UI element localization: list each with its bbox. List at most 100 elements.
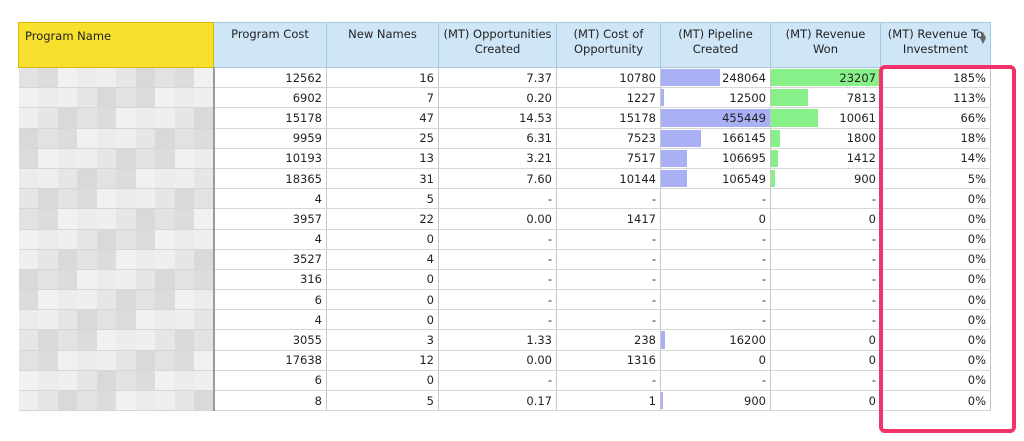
redacted-blur [18,290,213,310]
revenue-won-cell: - [770,249,881,270]
revenue-value: 23207 [839,70,876,85]
opportunities-created-cell: - [438,289,557,311]
program-cost-cell: 316 [213,269,327,291]
table-row[interactable]: 3957 22 0.00 1417 0 0 0% [18,208,991,230]
revenue-won-cell: 23207 [770,67,881,89]
revenue-to-investment-cell: 0% [880,289,991,311]
table-row[interactable]: 4 0- - - -0% [18,309,991,331]
table-row[interactable]: 3055 3 1.33 238 16200 0 0% [18,329,991,351]
pipeline-created-cell: - [660,289,771,311]
header-program-name[interactable]: Program Name [18,22,214,68]
pipeline-bar [661,149,687,167]
redacted-blur [18,350,213,370]
header-opportunities-created[interactable]: (MT) Opportunities Created [438,22,557,68]
table-row[interactable]: 10193 13 3.21 7517 106695 1412 14% [18,148,991,169]
table-row[interactable]: 8 5 0.17 1 900 0 0% [18,390,991,412]
new-names-cell: 22 [326,208,439,230]
table-row[interactable]: 6902 7 0.20 1227 12500 7813 113% [18,87,991,109]
table-row[interactable]: 316 0- - - -0% [18,269,991,291]
pipeline-value: - [761,252,766,267]
header-cost-of-opportunity[interactable]: (MT) Cost of Opportunity [556,22,661,68]
pipeline-value: 900 [744,393,766,408]
cost-of-opportunity-cell: 1316 [556,350,661,371]
report-table-container: Program Name Program Cost New Names (MT)… [18,22,991,412]
pipeline-bar [661,89,664,107]
revenue-value: 0 [868,393,876,408]
pipeline-created-cell: 0 [660,208,771,230]
header-program-cost[interactable]: Program Cost [213,22,327,68]
pipeline-created-cell: 166145 [660,128,771,149]
redacted-blur [18,229,213,249]
program-name-cell-redacted [18,168,215,190]
program-name-cell-redacted [18,188,215,210]
program-cost-cell: 6 [213,289,327,311]
program-name-cell-redacted [18,289,215,311]
cost-of-opportunity-cell: - [556,229,661,250]
revenue-to-investment-cell: 0% [880,309,991,331]
program-name-cell-redacted [18,269,215,291]
table-row[interactable]: 18365 31 7.60 10144 106549 900 5% [18,168,991,190]
opportunities-created-cell: 0.00 [438,350,557,371]
redacted-blur [18,168,213,189]
header-revenue-won[interactable]: (MT) Revenue Won [770,22,881,68]
revenue-value: - [871,272,876,287]
table-row[interactable]: 6 0- - - -0% [18,289,991,311]
table-row[interactable]: 4 0- - - -0% [18,229,991,250]
revenue-won-cell: 900 [770,168,881,190]
table-row[interactable]: 4 5- - - -0% [18,188,991,210]
program-cost-cell: 9959 [213,128,327,149]
program-name-cell-redacted [18,67,215,89]
redacted-blur [18,391,213,411]
revenue-to-investment-cell: 14% [880,148,991,169]
opportunities-created-cell: 7.60 [438,168,557,190]
program-name-cell-redacted [18,87,215,109]
revenue-bar [771,149,778,167]
new-names-cell: 0 [326,289,439,311]
opportunities-created-cell: 3.21 [438,148,557,169]
revenue-won-cell: 0 [770,208,881,230]
redacted-blur [18,310,213,330]
table-row[interactable]: 15178 47 14.53 15178 455449 10061 66% [18,107,991,129]
program-report-table: Program Name Program Cost New Names (MT)… [18,22,991,412]
opportunities-created-cell: - [438,188,557,210]
redacted-blur [18,189,213,209]
revenue-value: 0 [868,353,876,368]
revenue-to-investment-cell: 0% [880,329,991,351]
revenue-value: 10061 [839,110,876,125]
cost-of-opportunity-cell: 1227 [556,87,661,109]
opportunities-created-cell: 1.33 [438,329,557,351]
pipeline-value: 16200 [729,333,766,348]
program-cost-cell: 4 [213,188,327,210]
pipeline-value: 106549 [722,171,766,186]
program-cost-cell: 4 [213,229,327,250]
revenue-bar [771,89,808,107]
table-row[interactable]: 9959 25 6.31 7523 166145 1800 18% [18,128,991,149]
table-row[interactable]: 12562 16 7.37 10780 248064 23207 185% [18,67,991,89]
header-revenue-to-investment[interactable]: (MT) Revenue To Investment ▲ ▼ [880,22,991,68]
pipeline-bar [661,109,770,127]
program-name-cell-redacted [18,249,215,270]
sort-arrows-icon[interactable]: ▲ ▼ [979,30,986,45]
revenue-to-investment-highlight-box [879,65,1016,433]
opportunities-created-cell: - [438,370,557,392]
new-names-cell: 0 [326,229,439,250]
cost-of-opportunity-cell: - [556,309,661,331]
header-new-names[interactable]: New Names [326,22,439,68]
revenue-bar [771,129,780,147]
table-row[interactable]: 17638 12 0.00 1316 0 0 0% [18,350,991,371]
revenue-won-cell: 10061 [770,107,881,129]
pipeline-value: 0 [758,353,766,368]
revenue-to-investment-cell: 0% [880,208,991,230]
header-row: Program Name Program Cost New Names (MT)… [18,22,991,68]
table-row[interactable]: 6 0- - - -0% [18,370,991,392]
pipeline-value: 0 [758,211,766,226]
redacted-blur [18,330,213,350]
program-name-cell-redacted [18,329,215,351]
program-cost-cell: 17638 [213,350,327,371]
pipeline-bar [661,331,665,349]
program-name-cell-redacted [18,208,215,230]
header-pipeline-created[interactable]: (MT) Pipeline Created [660,22,771,68]
table-row[interactable]: 3527 4- - - -0% [18,249,991,270]
revenue-to-investment-cell: 0% [880,188,991,210]
pipeline-value: 455449 [722,110,766,125]
